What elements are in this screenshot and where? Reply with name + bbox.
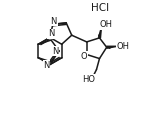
Text: N: N: [43, 61, 50, 70]
Text: HO: HO: [82, 75, 95, 84]
Text: OH: OH: [117, 42, 130, 51]
Polygon shape: [107, 46, 118, 48]
Text: N: N: [52, 46, 58, 55]
Text: N: N: [48, 30, 54, 38]
Text: O: O: [80, 52, 87, 61]
Text: N: N: [51, 17, 57, 26]
Text: HCl: HCl: [91, 3, 109, 13]
Polygon shape: [98, 27, 101, 38]
Text: OH: OH: [100, 20, 113, 29]
